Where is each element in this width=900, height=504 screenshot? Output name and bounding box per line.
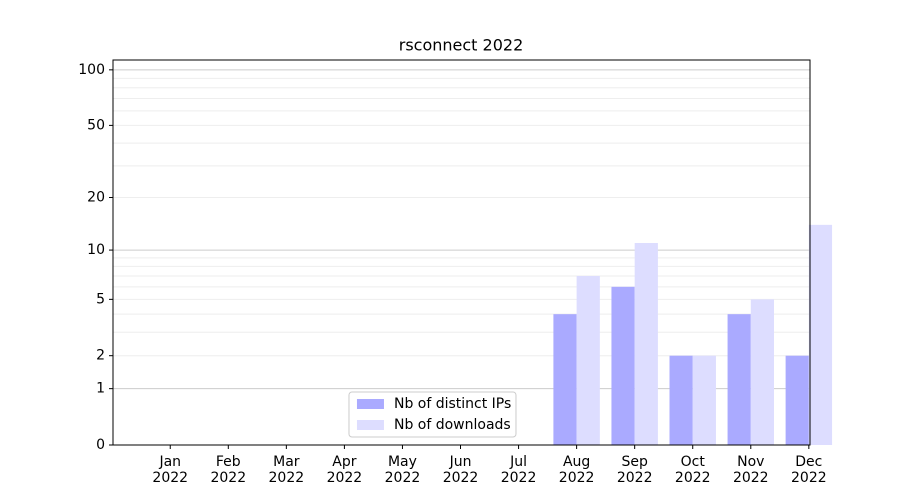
legend-label: Nb of downloads (394, 417, 511, 433)
legend-label: Nb of distinct IPs (394, 396, 511, 412)
y-tick-label: 0 (96, 437, 105, 453)
y-tick-label: 2 (96, 348, 105, 364)
y-tick-label: 5 (96, 291, 105, 307)
x-tick-label: Dec 2022 (791, 454, 827, 486)
y-tick-label: 10 (87, 242, 105, 258)
bar (634, 243, 658, 445)
x-tick-label: Jul 2022 (501, 454, 537, 486)
x-tick-label: Oct 2022 (675, 454, 711, 486)
x-tick-label: Apr 2022 (327, 454, 363, 486)
x-tick-label: Aug 2022 (559, 454, 595, 486)
y-tick-label: 50 (87, 117, 105, 133)
x-tick-label: Jan 2022 (152, 454, 188, 486)
bar (692, 355, 716, 445)
bar (808, 224, 833, 445)
x-tick-label: Feb 2022 (210, 454, 246, 486)
legend-swatch (356, 399, 384, 409)
legend: Nb of distinct IPs Nb of downloads (348, 391, 517, 438)
bar (553, 314, 577, 445)
bar (669, 355, 693, 445)
y-tick-label: 100 (78, 62, 105, 78)
chart-title: rsconnect 2022 (399, 36, 524, 55)
bar (785, 355, 809, 445)
bar (750, 299, 775, 445)
x-tick-label: Nov 2022 (733, 454, 769, 486)
plot-frame (112, 59, 811, 446)
x-tick-label: Jun 2022 (443, 454, 479, 486)
bar (611, 286, 635, 445)
bar (576, 275, 600, 445)
legend-frame (348, 391, 517, 438)
y-tick-label: 1 (96, 381, 105, 397)
x-tick-label: Mar 2022 (269, 454, 305, 486)
legend-swatch (356, 420, 384, 430)
bar (727, 314, 751, 445)
x-tick-label: May 2022 (385, 454, 421, 486)
y-tick-label: 20 (87, 190, 105, 206)
x-tick-label: Sep 2022 (617, 454, 653, 486)
